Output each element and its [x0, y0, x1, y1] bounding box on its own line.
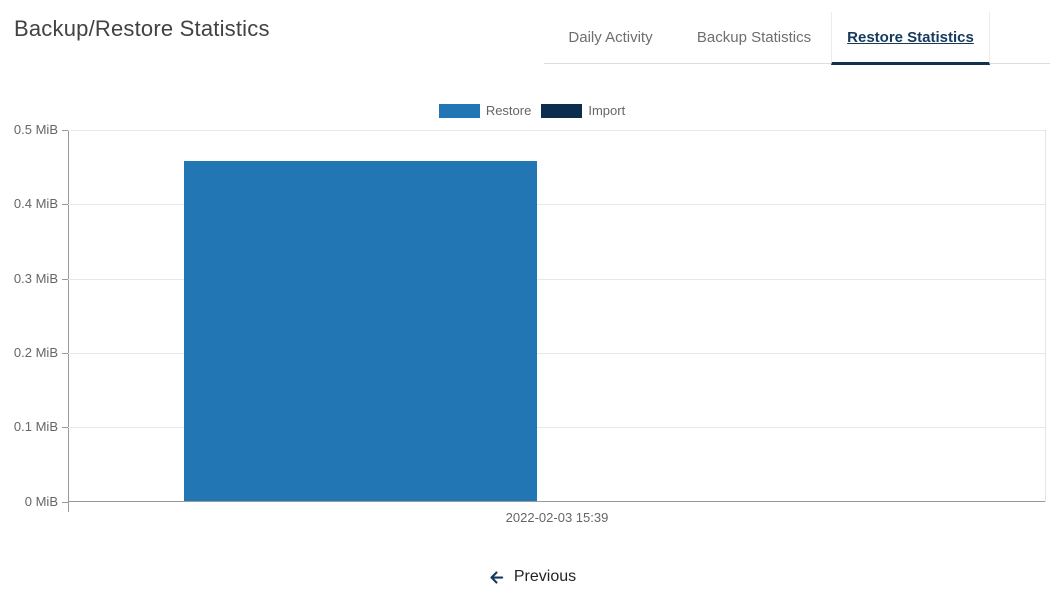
y-tick-label: 0.4 MiB — [13, 196, 58, 211]
bar-restore[interactable] — [184, 161, 537, 501]
plot-area — [68, 130, 1046, 502]
y-tick — [62, 353, 68, 354]
legend-label-import: Import — [588, 103, 626, 118]
y-tick-label: 0.1 MiB — [13, 419, 58, 434]
y-tick — [62, 204, 68, 205]
gridline — [68, 204, 1045, 205]
gridline — [68, 353, 1045, 354]
gridline — [68, 427, 1045, 428]
gridline — [68, 279, 1045, 280]
previous-label: Previous — [513, 568, 577, 585]
y-tick-label: 0.2 MiB — [13, 345, 58, 360]
x-tick-label: 2022-02-03 15:39 — [505, 510, 609, 525]
chart-legend: Restore Import — [0, 103, 1064, 118]
x-axis-baseline — [68, 501, 1045, 502]
import-swatch-icon — [541, 103, 583, 118]
y-axis-line — [68, 130, 69, 512]
page-title: Backup/Restore Statistics — [14, 16, 270, 41]
y-tick-label: 0 MiB — [24, 494, 58, 509]
tab-daily-activity[interactable]: Daily Activity — [568, 29, 653, 46]
previous-button[interactable]: Previous — [488, 568, 576, 586]
y-tick — [62, 279, 68, 280]
arrow-left-icon — [490, 570, 504, 584]
gridline — [68, 130, 1045, 131]
y-tick — [62, 502, 68, 503]
restore-swatch-icon — [438, 103, 480, 118]
tab-bar: Daily Activity Backup Statistics Restore… — [544, 12, 1050, 65]
legend-item-import[interactable]: Import — [541, 103, 625, 118]
pagination: Previous — [0, 568, 1064, 586]
y-tick-label: 0.3 MiB — [13, 271, 58, 286]
legend-item-restore[interactable]: Restore — [438, 103, 532, 118]
tab-backup-statistics[interactable]: Backup Statistics — [696, 29, 812, 46]
y-tick — [62, 427, 68, 428]
y-tick — [62, 130, 68, 131]
y-tick-label: 0.5 MiB — [13, 122, 58, 137]
legend-label-restore: Restore — [485, 103, 532, 118]
tab-restore-statistics[interactable]: Restore Statistics — [831, 12, 990, 65]
